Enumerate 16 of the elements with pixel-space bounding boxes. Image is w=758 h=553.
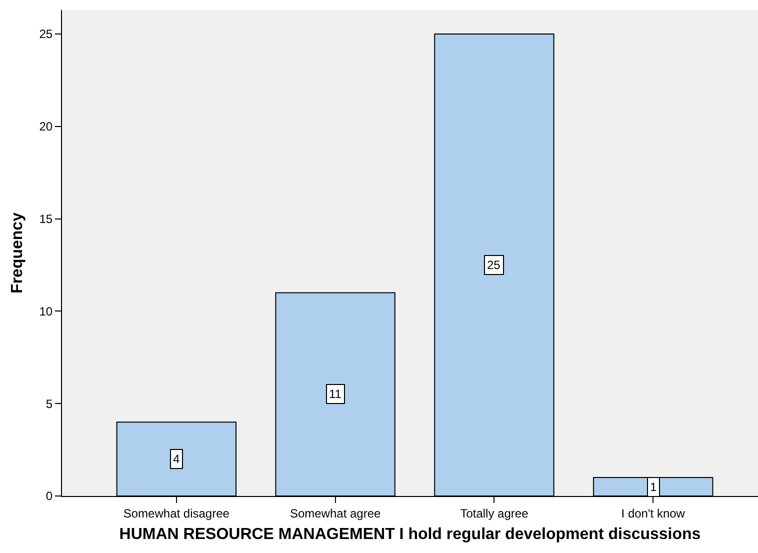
data-label: 11: [329, 387, 342, 401]
x-tick-label: Somewhat agree: [290, 506, 381, 520]
y-tick-label: 10: [39, 304, 53, 318]
data-label: 1: [650, 480, 657, 494]
y-tick-label: 25: [39, 27, 53, 42]
y-tick-label: 20: [39, 120, 53, 134]
data-label: 25: [487, 258, 501, 272]
y-tick-label: 5: [46, 396, 53, 411]
x-axis-title: HUMAN RESOURCE MANAGEMENT I hold regular development discussions: [119, 526, 701, 544]
x-tick-label: I don't know: [621, 506, 686, 520]
y-tick-label: 0: [46, 489, 53, 504]
y-tick-label: 15: [39, 212, 53, 226]
x-tick-label: Somewhat disagree: [123, 506, 230, 520]
y-axis-title: Frequency: [9, 212, 26, 294]
data-label: 4: [173, 452, 180, 466]
x-tick-label: Totally agree: [460, 506, 529, 520]
